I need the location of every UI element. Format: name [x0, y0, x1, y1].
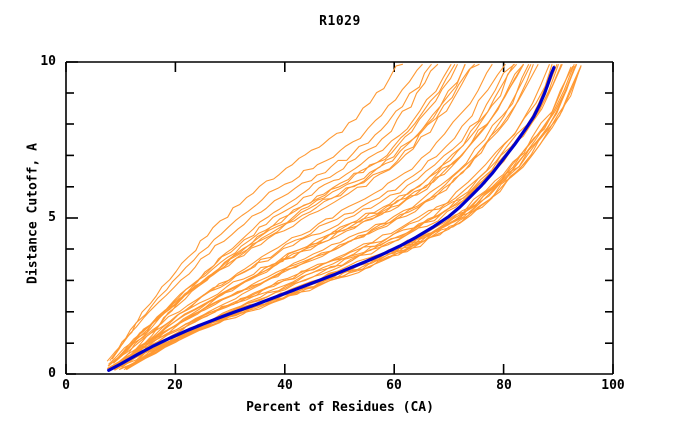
prediction-curve-path: [111, 63, 404, 360]
prediction-curve-path: [110, 63, 476, 365]
x-axis-major-ticks: [65, 62, 614, 374]
y-axis-label: Distance Cutoff, A: [25, 143, 41, 284]
x-tick-label-100: 100: [601, 378, 625, 393]
x-axis-label: Percent of Residues (CA): [246, 400, 434, 415]
x-tick-label-40: 40: [277, 378, 293, 393]
prediction-curve-path: [126, 66, 582, 371]
prediction-curve-path: [115, 63, 530, 368]
y-tick-label-0: 0: [48, 366, 56, 381]
prediction-curve-path: [124, 63, 458, 364]
prediction-curve-path: [109, 63, 423, 362]
x-tick-label-80: 80: [496, 378, 512, 393]
prediction-curve-path: [113, 63, 539, 368]
prediction-curve-path: [130, 63, 518, 367]
reference-curve-path: [107, 65, 556, 372]
prediction-curve-path: [113, 63, 466, 364]
y-tick-label-10: 10: [40, 54, 56, 69]
y-tick-label-5: 5: [48, 210, 56, 225]
prediction-curve-path: [109, 64, 553, 369]
prediction-curve-path: [118, 63, 506, 366]
prediction-curve-path: [122, 63, 515, 367]
prediction-curve-path: [130, 63, 439, 362]
y-axis-ticks: [66, 61, 613, 375]
prediction-curve-path: [121, 63, 551, 368]
prediction-curve-path: [125, 66, 572, 370]
prediction-curve-path: [106, 63, 432, 362]
page-title: R1029: [319, 14, 361, 29]
x-tick-label-0: 0: [62, 378, 70, 393]
prediction-curve-path: [113, 63, 525, 368]
prediction-curves: [106, 63, 582, 371]
prediction-curve-path: [112, 63, 466, 364]
x-tick-label-60: 60: [386, 378, 402, 393]
x-tick-label-20: 20: [167, 378, 183, 393]
prediction-curve-path: [119, 63, 452, 363]
prediction-curve-path: [108, 63, 516, 367]
reference-curve: [107, 65, 556, 372]
